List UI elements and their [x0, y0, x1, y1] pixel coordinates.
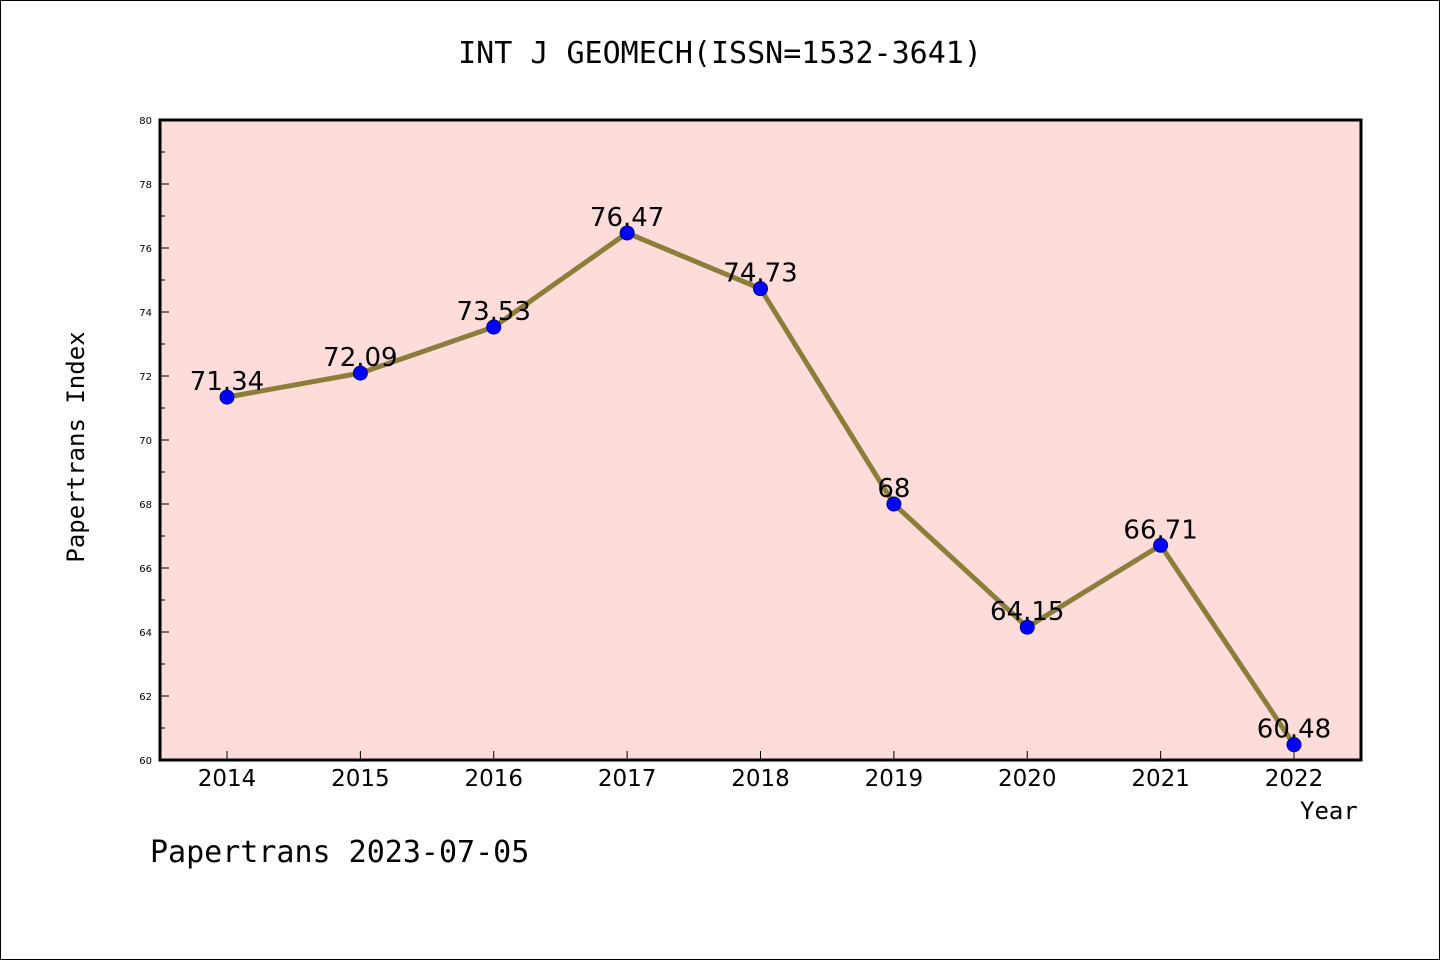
x-tick-label: 2015 [331, 766, 390, 792]
data-point [619, 225, 635, 241]
y-tick-label: 72 [139, 372, 152, 383]
y-tick-label: 64 [139, 628, 152, 639]
data-point [486, 319, 502, 335]
x-tick-label: 2014 [198, 766, 257, 792]
y-tick-label: 60 [139, 756, 152, 767]
data-point [1153, 537, 1169, 553]
data-label: 60.48 [1257, 715, 1331, 745]
y-tick-label: 66 [139, 564, 152, 575]
data-point [753, 281, 768, 297]
data-point [219, 389, 235, 405]
y-tick-label: 62 [139, 692, 152, 703]
data-label: 76.47 [590, 203, 664, 233]
x-tick-label: 2021 [1131, 766, 1190, 792]
y-tick-label: 68 [139, 500, 152, 511]
data-label: 74.73 [723, 259, 797, 289]
data-point [1019, 619, 1035, 635]
data-label: 73.53 [457, 297, 531, 327]
plot-border [158, 118, 1363, 762]
data-label: 64.15 [990, 597, 1064, 627]
x-tick-label: 2019 [865, 766, 924, 792]
chart-title: INT J GEOMECH(ISSN=1532-3641) [458, 36, 982, 71]
x-tick-label: 2017 [598, 766, 657, 792]
x-tick-label: 2020 [998, 766, 1057, 792]
y-tick-label: 78 [139, 180, 152, 191]
data-label: 71.34 [190, 367, 264, 397]
data-point [886, 496, 902, 512]
x-tick-label: 2018 [731, 766, 790, 792]
data-label: 66.71 [1123, 515, 1197, 545]
data-label: 68 [877, 474, 910, 504]
x-axis-label: Year [1300, 797, 1358, 825]
data-point [352, 365, 368, 381]
data-label: 72.09 [323, 343, 397, 373]
data-point [1286, 737, 1302, 753]
y-tick-label: 80 [139, 116, 152, 127]
y-tick-label: 70 [139, 436, 152, 447]
plot-area [160, 120, 1361, 760]
footer-text: Papertrans 2023-07-05 [150, 835, 530, 870]
x-tick-label: 2016 [464, 766, 523, 792]
x-tick-label: 2022 [1265, 766, 1324, 792]
y-tick-label: 74 [139, 308, 152, 319]
y-tick-label: 76 [139, 244, 152, 255]
